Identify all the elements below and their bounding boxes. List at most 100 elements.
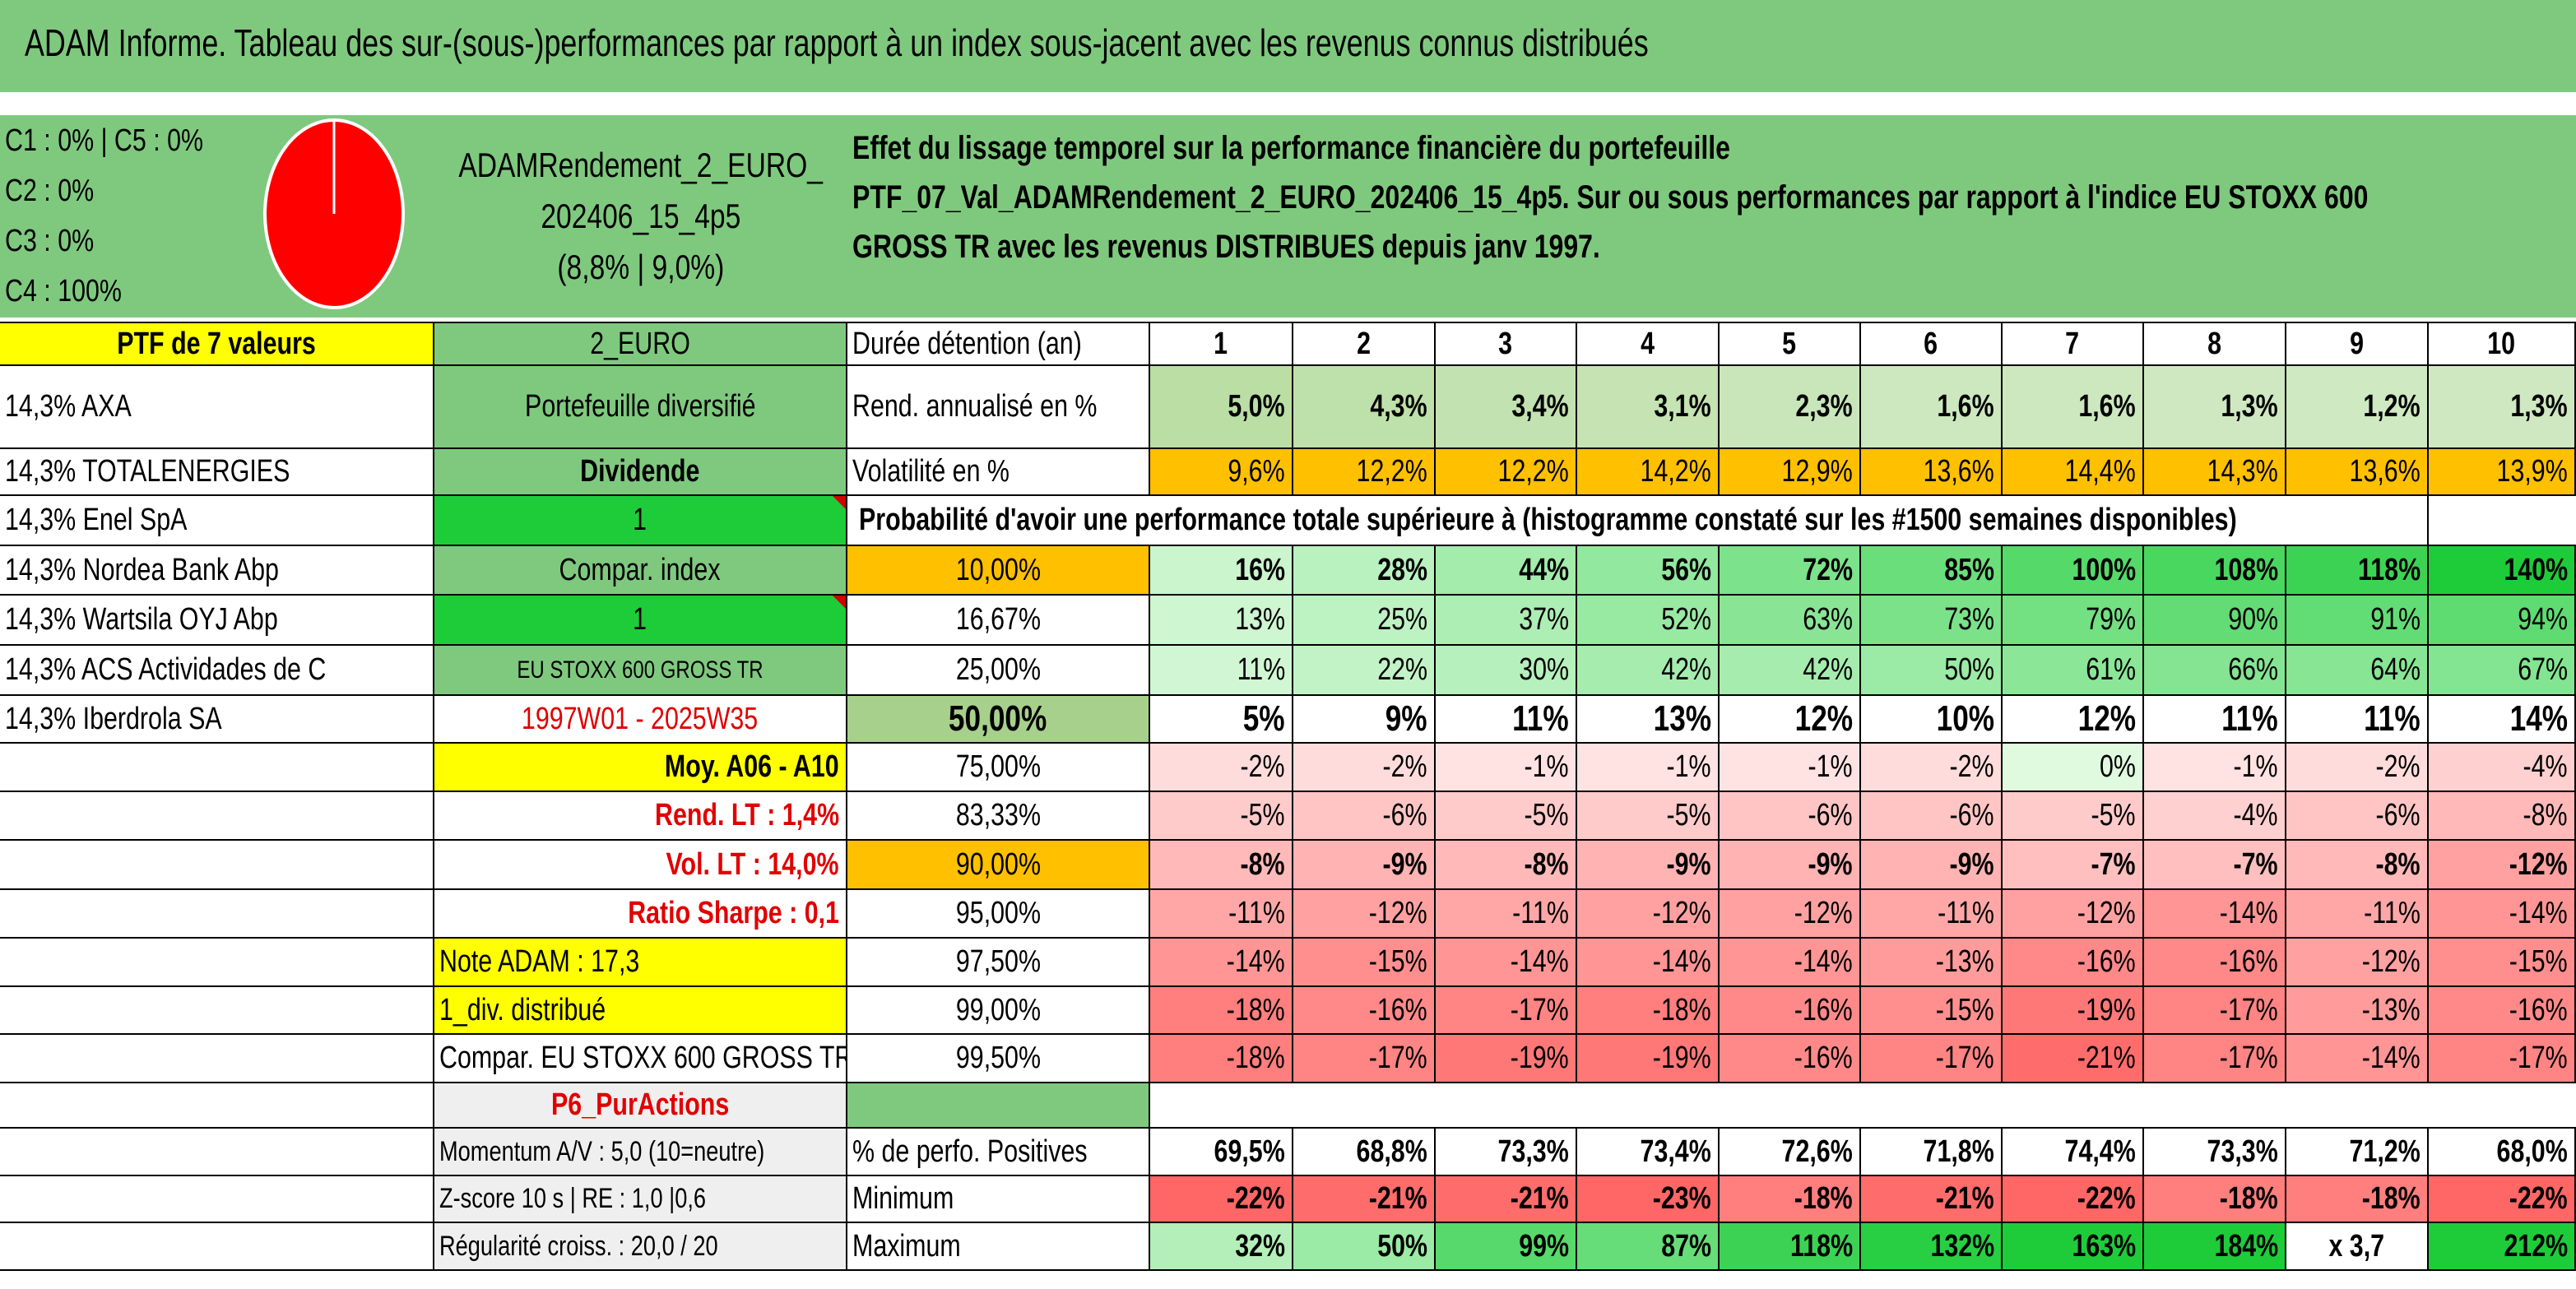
quantile-label-10-text: 99,00% xyxy=(955,992,1041,1027)
maximum-9-text: x 3,7 xyxy=(2328,1228,2385,1263)
maximum-9: x 3,7 xyxy=(2286,1223,2429,1271)
quantile-4-year-10: 14% xyxy=(2429,696,2576,744)
div-distribue: 1_div. distribué xyxy=(434,987,847,1035)
minimum-6-text: -21% xyxy=(1936,1181,1994,1216)
maximum-6: 132% xyxy=(1861,1223,2003,1271)
quantile-1-year-8-text: 108% xyxy=(2214,552,2278,587)
rend-value-9-text: 1,2% xyxy=(2363,389,2421,424)
quantile-3-year-4-text: 42% xyxy=(1661,652,1711,687)
rend-value-8-text: 1,3% xyxy=(2221,389,2278,424)
quantile-5-year-9: -2% xyxy=(2286,744,2429,792)
quantile-5-year-2-text: -2% xyxy=(1382,749,1427,784)
quantile-5-year-4: -1% xyxy=(1577,744,1720,792)
quantile-11-year-10: -17% xyxy=(2429,1035,2576,1083)
quantile-8-year-9-text: -11% xyxy=(2364,896,2421,930)
quantile-1-year-1: 16% xyxy=(1150,546,1293,596)
quantile-6-year-8-text: -4% xyxy=(2233,798,2278,832)
quantile-10-year-10: -16% xyxy=(2429,987,2576,1035)
quantile-8-year-3-text: -11% xyxy=(1512,896,1569,930)
positives-3-text: 73,3% xyxy=(1497,1134,1569,1169)
quantile-5-year-2: -2% xyxy=(1293,744,1436,792)
quantile-2-year-5-text: 63% xyxy=(1803,602,1853,637)
year-header-4: 4 xyxy=(1577,322,1720,366)
quantile-4-year-10-text: 14% xyxy=(2509,698,2568,739)
holding-2: 14,3% TOTALENERGIES xyxy=(0,449,434,496)
maximum-1-text: 32% xyxy=(1235,1228,1285,1263)
regularite-text: Régularité croiss. : 20,0 / 20 xyxy=(439,1230,718,1262)
rend-value-2-text: 4,3% xyxy=(1370,389,1427,424)
minimum-9-text: -18% xyxy=(2362,1181,2421,1216)
currency-cell: 2_EURO xyxy=(434,322,847,366)
maximum-10: 212% xyxy=(2429,1223,2576,1271)
empty-cell-a14 xyxy=(0,1035,434,1083)
quantile-4-year-6: 10% xyxy=(1861,696,2003,744)
quantile-6-year-7: -5% xyxy=(2003,792,2144,841)
vol-value-7: 14,4% xyxy=(2003,449,2144,496)
quantile-6-year-10: -8% xyxy=(2429,792,2576,841)
quantile-3-year-3-text: 30% xyxy=(1519,652,1569,687)
minimum-5-text: -18% xyxy=(1794,1181,1853,1216)
positives-label: % de perfo. Positives xyxy=(847,1129,1150,1176)
quantile-2-year-10: 94% xyxy=(2429,596,2576,646)
quantile-4-year-1-text: 5% xyxy=(1243,698,1285,739)
positives-2: 68,8% xyxy=(1293,1129,1436,1176)
quantile-1-year-9-text: 118% xyxy=(2357,552,2421,587)
vol-value-5-text: 12,9% xyxy=(1781,454,1853,489)
minimum-1-text: -22% xyxy=(1227,1181,1285,1216)
quantile-8-year-10: -14% xyxy=(2429,890,2576,939)
quantile-9-year-4-text: -14% xyxy=(1653,944,1711,979)
compar-index-value-text: 1 xyxy=(633,602,647,637)
vol-value-1-text: 9,6% xyxy=(1228,454,1285,489)
quantile-10-year-6: -15% xyxy=(1861,987,2003,1035)
quantile-4-year-9-text: 11% xyxy=(2364,698,2421,739)
vol-value-4-text: 14,2% xyxy=(1640,454,1711,489)
quantile-6-year-5-text: -6% xyxy=(1808,798,1853,832)
quantile-11-year-3: -19% xyxy=(1436,1035,1577,1083)
quantile-label-9-text: 97,50% xyxy=(955,944,1041,979)
quantile-8-year-8-text: -14% xyxy=(2220,896,2278,930)
portfolio-type: Portefeuille diversifié xyxy=(434,366,847,449)
legend-c3: C3 : 0% xyxy=(5,224,95,258)
quantile-2-year-10-text: 94% xyxy=(2518,602,2568,637)
quantile-8-year-7: -12% xyxy=(2003,890,2144,939)
regularite: Régularité croiss. : 20,0 / 20 xyxy=(434,1223,847,1271)
quantile-11-year-8-text: -17% xyxy=(2220,1041,2278,1075)
quantile-5-year-10: -4% xyxy=(2429,744,2576,792)
holding-6-text: 14,3% ACS Actividades de C xyxy=(5,652,327,687)
quantile-4-year-3-text: 11% xyxy=(1512,698,1569,739)
quantile-5-year-5: -1% xyxy=(1720,744,1861,792)
quantile-2-year-7-text: 79% xyxy=(2086,602,2136,637)
quantile-6-year-9-text: -6% xyxy=(2375,798,2421,832)
empty-cell-a18 xyxy=(0,1223,434,1271)
quantile-11-year-10-text: -17% xyxy=(2509,1041,2568,1075)
quantile-label-3: 25,00% xyxy=(847,646,1150,696)
quantile-label-9: 97,50% xyxy=(847,939,1150,987)
quantile-label-2-text: 16,67% xyxy=(955,602,1041,637)
quantile-6-year-4-text: -5% xyxy=(1666,798,1711,832)
quantile-3-year-10-text: 67% xyxy=(2518,652,2568,687)
description-line3: GROSS TR avec les revenus DISTRIBUES dep… xyxy=(852,229,1600,265)
quantile-7-year-7: -7% xyxy=(2003,841,2144,890)
zscore: Z-score 10 s | RE : 1,0 |0,6 xyxy=(434,1176,847,1223)
empty-cell-a11 xyxy=(0,890,434,939)
maximum-label-text: Maximum xyxy=(852,1228,961,1263)
p6-puractions-text: P6_PurActions xyxy=(550,1087,730,1122)
rend-value-5-text: 2,3% xyxy=(1795,389,1853,424)
year-header-2-text: 2 xyxy=(1357,326,1371,361)
positives-9: 71,2% xyxy=(2286,1129,2429,1176)
quantile-4-year-9: 11% xyxy=(2286,696,2429,744)
quantile-label-1-text: 10,00% xyxy=(955,552,1041,587)
quantile-3-year-8: 66% xyxy=(2144,646,2286,696)
quantile-9-year-4: -14% xyxy=(1577,939,1720,987)
compar-index-label: Compar. index xyxy=(434,546,847,596)
quantile-2-year-8-text: 90% xyxy=(2228,602,2278,637)
portfolio-type-text: Portefeuille diversifié xyxy=(524,389,756,424)
separator-blank xyxy=(1150,1083,2576,1129)
dividend-value-text: 1 xyxy=(633,503,647,537)
fund-returns: (8,8% | 9,0%) xyxy=(557,248,725,286)
moy-a06-a10-text: Moy. A06 - A10 xyxy=(665,749,839,784)
quantile-5-year-5-text: -1% xyxy=(1808,749,1853,784)
description-box: Effet du lissage temporel sur la perform… xyxy=(847,115,2576,318)
probability-label: Probabilité d'avoir une performance tota… xyxy=(847,496,2286,546)
vol-value-9: 13,6% xyxy=(2286,449,2429,496)
